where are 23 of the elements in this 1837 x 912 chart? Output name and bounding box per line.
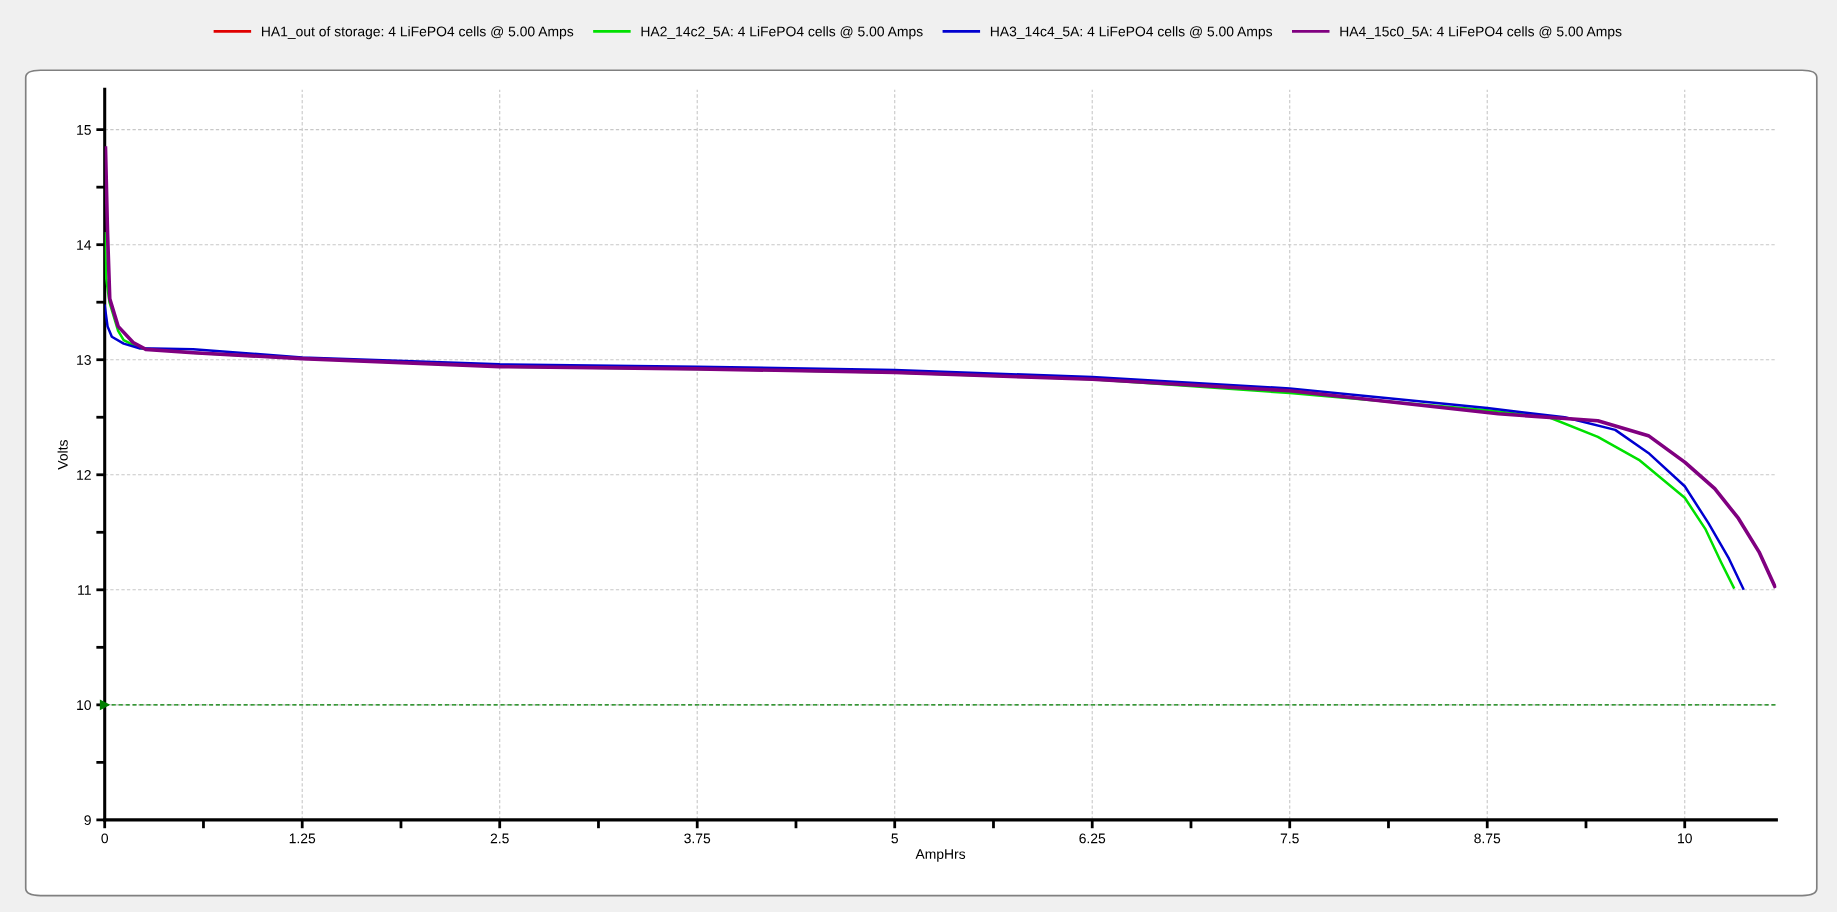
x-tick-label: 0 xyxy=(101,833,109,844)
y-tick-label: 15 xyxy=(77,125,91,135)
y-tick-label: 11 xyxy=(78,585,91,595)
legend-label: HA4_15c0_5A: 4 LiFePO4 cells @ 5.00 Amps xyxy=(1340,26,1622,40)
y-tick-label: 9 xyxy=(84,815,91,826)
legend-label: HA2_14c2_5A: 4 LiFePO4 cells @ 5.00 Amps xyxy=(641,26,923,40)
y-tick-label: 10 xyxy=(77,700,91,711)
x-tick-label: 5 xyxy=(891,833,898,844)
x-tick-label: 3.75 xyxy=(684,833,711,844)
x-tick-label: 2.5 xyxy=(490,833,509,844)
y-tick-label: 13 xyxy=(77,355,91,365)
legend-label: HA1_out of storage: 4 LiFePO4 cells @ 5.00 Amps xyxy=(261,26,574,40)
line-series xyxy=(104,146,1777,589)
y-axis-title: Volts xyxy=(57,440,68,470)
x-axis-title: AmpHrs xyxy=(915,849,966,862)
x-tick-label: 6.25 xyxy=(1079,833,1106,844)
x-tick-label: 1.25 xyxy=(289,833,316,844)
y-tick-label: 12 xyxy=(77,470,91,480)
x-tick-label: 7.5 xyxy=(1280,833,1299,844)
legend-label: HA3_14c4_5A: 4 LiFePO4 cells @ 5.00 Amps xyxy=(990,26,1273,40)
y-tick-label: 14 xyxy=(77,240,92,250)
x-tick-label: 8.75 xyxy=(1474,833,1501,844)
x-tick-label: 10 xyxy=(1678,833,1692,844)
